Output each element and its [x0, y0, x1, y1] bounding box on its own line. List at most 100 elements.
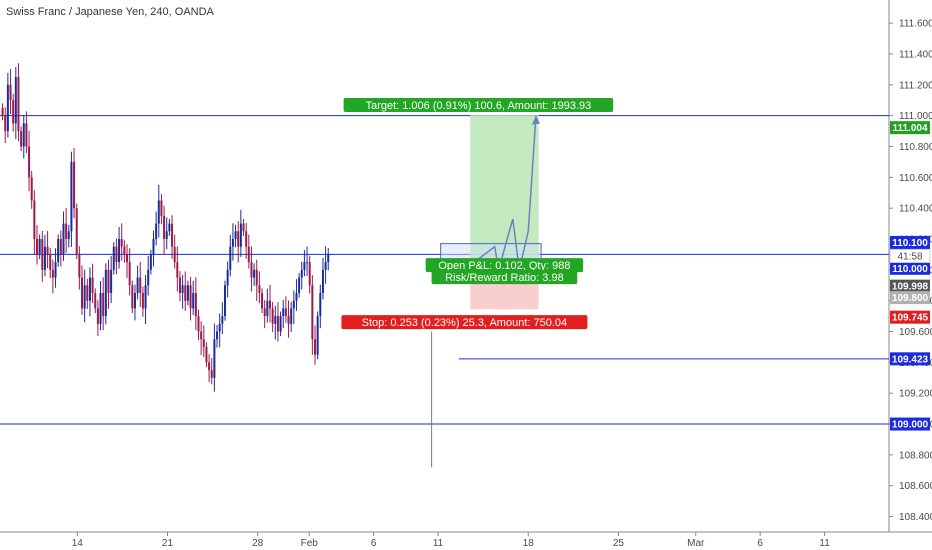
candle-body [54, 262, 57, 278]
candle-body [25, 123, 28, 147]
candle-body [115, 246, 118, 263]
candle-body [284, 308, 287, 317]
candle-body [139, 277, 142, 293]
candle-body [65, 223, 68, 240]
price-tag-bg [890, 261, 930, 275]
chart-title: Swiss Franc / Japanese Yen, 240, OANDA [6, 6, 214, 18]
candle-body [49, 254, 52, 270]
candle-body [94, 292, 97, 309]
candle-body [75, 208, 78, 255]
candle-body [290, 308, 293, 324]
price-tag-text: 110.100 [892, 238, 928, 249]
candle-body [43, 246, 46, 270]
candle-body [67, 231, 70, 240]
price-tick-label: 109.200 [899, 389, 932, 400]
time-tick-label: 11 [433, 538, 444, 549]
candle-body [126, 254, 129, 263]
candle-body [131, 285, 134, 309]
candle-body [208, 362, 211, 371]
price-tag-bg [890, 235, 930, 249]
candle-body [133, 292, 136, 309]
candle-body [30, 177, 33, 201]
candle-body [102, 292, 105, 317]
candle-body [263, 308, 266, 317]
candle-body [88, 277, 91, 301]
candle-body [38, 239, 41, 255]
candle-body [104, 269, 107, 317]
stop-label-text: Stop: 0.253 (0.23%) 25.3, Amount: 750.04 [362, 317, 567, 329]
candle-body [152, 239, 155, 255]
candle-body [123, 246, 126, 255]
candle-body [237, 231, 240, 247]
candle-body [81, 277, 84, 309]
time-tick-label: 18 [523, 538, 535, 549]
candle-body [128, 262, 131, 286]
stop-label-bg [341, 315, 588, 330]
price-tag-text: 109.423 [892, 354, 929, 365]
price-tag-bg [890, 352, 930, 366]
candle-body [287, 316, 290, 324]
candle-body [171, 223, 174, 247]
candle-body [192, 292, 195, 309]
candle-body [261, 292, 264, 309]
price-tag-text: 109.000 [892, 420, 929, 431]
price-tick-label: 111.000 [899, 111, 932, 122]
price-tick-label: 108.400 [899, 512, 932, 523]
candle-body [70, 161, 73, 232]
price-tick-label: 110.600 [899, 173, 932, 184]
time-tick-label: 14 [72, 538, 84, 549]
candle-body [178, 277, 181, 293]
candle-body [216, 331, 219, 340]
price-tag-bg [890, 121, 930, 135]
candle-body [303, 262, 306, 270]
price-tag-text: 109.800 [892, 293, 929, 304]
time-tick-label: Feb [301, 538, 319, 549]
rr-label: Risk/Reward Ratio: 3.98 [431, 270, 578, 285]
price-tick-label: 111.400 [899, 49, 932, 60]
candle-body [247, 246, 250, 263]
candle-body [239, 223, 242, 247]
candle-body [298, 277, 301, 293]
candle-body [250, 262, 253, 278]
price-tag: 110.000 [890, 261, 930, 275]
candle-body [311, 285, 314, 340]
price-tag: 109.745 [890, 310, 930, 324]
candle-body [136, 277, 139, 293]
candle-body [73, 161, 76, 209]
candle-body [321, 269, 324, 293]
price-tick-label: 111.200 [899, 80, 932, 91]
candle-body [112, 246, 115, 270]
candle-body [160, 200, 163, 216]
candle-body [229, 246, 232, 270]
candle-body [165, 231, 168, 240]
rr-label-bg [431, 270, 578, 285]
pnl-label: Open P&L: 0.102, Qty: 988 [425, 258, 584, 273]
candle-body [28, 146, 31, 178]
price-tag-text: 109.745 [892, 313, 929, 324]
candle-body [274, 316, 277, 324]
candle-body [12, 100, 15, 124]
candle-body [308, 262, 311, 286]
candle-body [78, 254, 81, 278]
candle-body [17, 77, 20, 132]
candle-body [173, 246, 176, 263]
candle-body [99, 292, 102, 324]
candle-body [9, 84, 12, 101]
candle-body [258, 285, 261, 293]
price-tag-bg [890, 291, 930, 305]
candle-body [292, 300, 295, 309]
candle-body [14, 77, 17, 124]
candle-body [205, 346, 208, 363]
candle-body [319, 292, 322, 317]
stop-label: Stop: 0.253 (0.23%) 25.3, Amount: 750.04 [341, 315, 588, 330]
candle-body [245, 231, 248, 247]
candle-body [276, 316, 279, 332]
candle-body [210, 370, 213, 378]
candle-body [300, 269, 303, 278]
price-tick-label: 110.800 [899, 142, 932, 153]
price-tag: 109.800 [890, 291, 930, 305]
price-tag-bg [890, 417, 930, 431]
candle-body [316, 316, 319, 355]
candle-body [59, 239, 62, 255]
